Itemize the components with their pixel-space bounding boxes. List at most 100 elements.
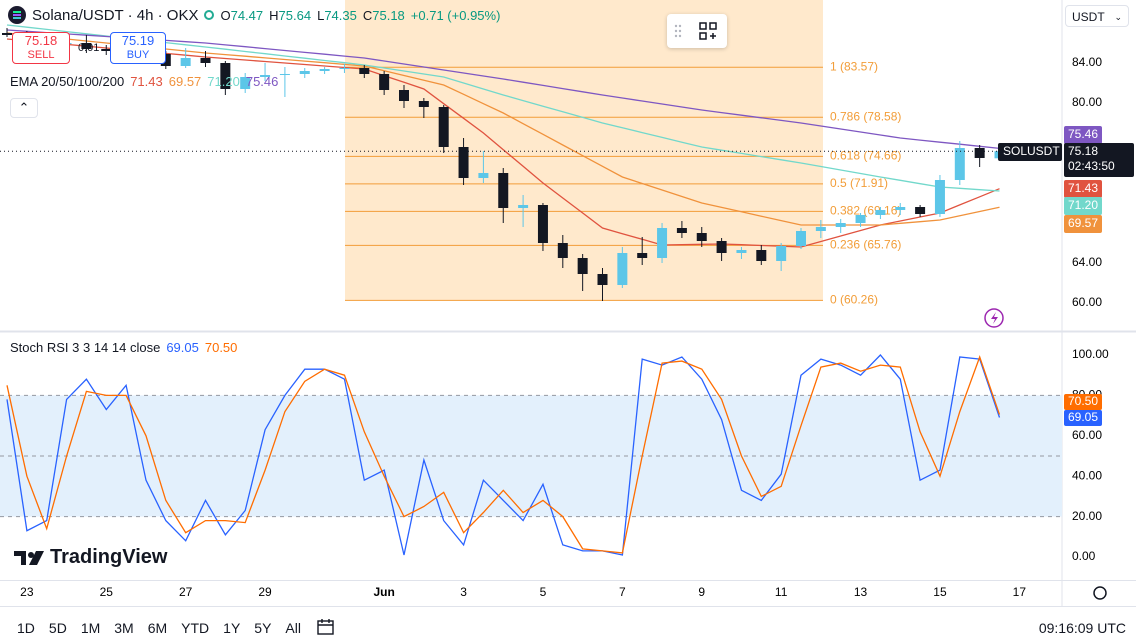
y-tick-label: 100.00: [1072, 347, 1109, 361]
y-tick-label: 20.00: [1072, 509, 1102, 523]
range-button[interactable]: 1Y: [223, 620, 241, 636]
candle-body: [736, 250, 747, 253]
range-button[interactable]: 1D: [17, 620, 35, 636]
ohlc-value: 74.35: [324, 7, 357, 23]
ema-value: 75.46: [245, 74, 279, 89]
candle-body: [637, 253, 648, 258]
ema-legend-title: EMA 20/50/100/200: [10, 74, 125, 89]
alert-bolt: [991, 312, 998, 324]
status-dot: [204, 10, 215, 20]
y-tick-label: 60.00: [1072, 428, 1102, 442]
sell-price: 75.18: [24, 33, 58, 48]
sell-label: SELL: [27, 49, 55, 61]
x-tick-label: 7: [619, 585, 626, 599]
range-button[interactable]: All: [285, 620, 301, 636]
stoch-value: 69.05: [166, 340, 199, 355]
buy-label: BUY: [126, 49, 150, 61]
ema50-tag-text: 69.57: [1068, 216, 1098, 230]
ema-value: 69.57: [168, 74, 202, 89]
candle-body: [279, 74, 290, 75]
candle-body: [101, 49, 112, 51]
candle-body: [915, 207, 926, 214]
x-tick-label: 27: [179, 585, 193, 599]
fib-box: [345, 0, 823, 301]
price-change: +0.71 (+0.95%): [410, 7, 501, 23]
candle-body: [81, 43, 92, 49]
fib-label: 1 (83.57): [830, 59, 878, 73]
candle-body: [399, 90, 409, 101]
stoch-legend-title: Stoch RSI 3 3 14 14 close: [10, 340, 161, 355]
range-button[interactable]: 3M: [114, 620, 134, 636]
indicator-line: [6, 354, 1001, 556]
ema-legend: EMA 20/50/100/200 71.43 69.57 71.20 75.46: [10, 74, 278, 89]
symbol-title[interactable]: Solana/USDT · 4h · OKX: [32, 6, 199, 24]
x-tick-label: 13: [854, 585, 868, 599]
ema200-tag-text: 75.46: [1068, 127, 1098, 141]
x-tick-label: Jun: [373, 585, 394, 599]
candle-body: [518, 205, 529, 208]
buy-button[interactable]: 75.19 BUY: [110, 32, 166, 64]
candle-body: [260, 75, 271, 77]
sell-button[interactable]: 75.18 SELL: [12, 32, 70, 64]
x-tick-label: 5: [540, 585, 547, 599]
candle-body: [796, 231, 806, 246]
ohlc-value: 74.47: [230, 7, 264, 23]
drawing-toolbar[interactable]: [667, 14, 727, 48]
candle-body: [954, 148, 965, 180]
stoch-legend: Stoch RSI 3 3 14 14 close 69.05 70.50: [10, 340, 237, 355]
candle-body: [597, 274, 608, 285]
ema100-tag: [1064, 197, 1102, 215]
ohlc-item: O74.47: [220, 8, 263, 23]
candle-body: [895, 207, 906, 210]
ohlc-letter: H: [269, 7, 279, 23]
range-button[interactable]: YTD: [181, 620, 210, 636]
currency: USDT: [1072, 10, 1105, 24]
coin-icon: [8, 6, 26, 24]
fib-label: 0.5 (71.91): [830, 176, 888, 190]
ema50-tag: [1064, 215, 1102, 233]
candle-body: [776, 246, 787, 261]
currency-select[interactable]: USDT ⌄: [1065, 5, 1129, 27]
y-tick-label: 64.00: [1072, 255, 1102, 269]
ohlc-letter: L: [317, 7, 325, 23]
fib-label: 0.236 (65.76): [830, 238, 901, 252]
alert-circle: [984, 308, 1004, 328]
ema200-tag: [1064, 126, 1102, 144]
candle-body: [716, 241, 727, 253]
alert-icon: [984, 308, 1004, 328]
clock: 09:16:09 UTC: [1038, 620, 1126, 636]
date-range-icon[interactable]: [316, 618, 336, 636]
indicator-line: [6, 32, 1000, 226]
ohlc-item: L74.35: [317, 8, 357, 23]
stoch-tag: [1064, 410, 1102, 426]
candle-body: [756, 250, 767, 261]
collapse-button[interactable]: ⌃: [10, 98, 38, 118]
ohlc-letter: O: [220, 7, 231, 23]
fib-label: 0.382 (69.16): [830, 204, 901, 218]
fib-label: 0.618 (74.66): [830, 149, 901, 163]
toolbar-icons: [674, 22, 717, 40]
ema100-tag-text: 71.20: [1068, 198, 1098, 212]
ema-value: 71.20: [207, 74, 240, 89]
candle-body: [180, 58, 191, 66]
stoch-tag-text: 70.50: [1068, 394, 1098, 408]
x-tick-label: 17: [1013, 585, 1027, 599]
settings-icon: [1093, 586, 1107, 600]
range-button[interactable]: 6M: [147, 620, 168, 636]
ema-value: 71.43: [130, 74, 163, 89]
range-button[interactable]: 1M: [80, 620, 101, 636]
ema20-tag-text: 71.43: [1068, 181, 1098, 195]
candle-body: [815, 227, 826, 231]
candle-body: [657, 228, 668, 258]
range-button[interactable]: 5Y: [254, 620, 272, 636]
stoch-tag: [1064, 394, 1102, 410]
ema20-tag: [1064, 180, 1102, 198]
chart: 1 (83.57) 0.786 (78.58) 0.618 (74.66) 0.5 (…: [0, 0, 1136, 606]
brand-name: TradingView: [50, 546, 168, 568]
buy-price: 75.19: [121, 33, 155, 48]
candle-body: [696, 233, 707, 241]
range-button[interactable]: 5D: [48, 620, 67, 636]
symbol-tag-text: SOLUSDT: [1003, 144, 1060, 158]
candle-body: [498, 173, 509, 208]
brand-logo: TradingView: [14, 546, 167, 569]
